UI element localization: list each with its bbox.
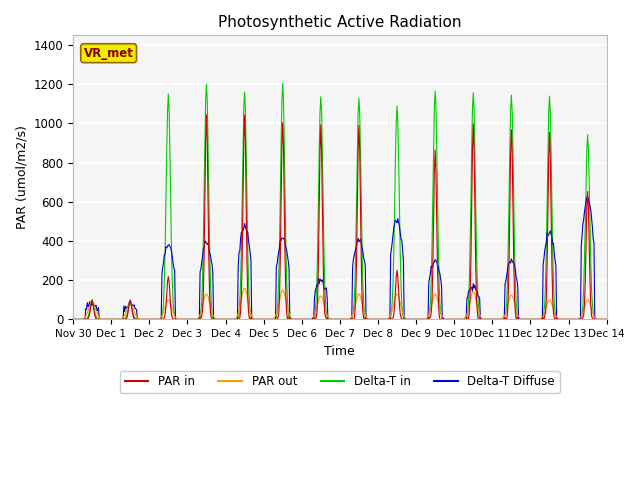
Title: Photosynthetic Active Radiation: Photosynthetic Active Radiation — [218, 15, 461, 30]
X-axis label: Time: Time — [324, 345, 355, 358]
Y-axis label: PAR (umol/m2/s): PAR (umol/m2/s) — [15, 125, 28, 229]
Legend: PAR in, PAR out, Delta-T in, Delta-T Diffuse: PAR in, PAR out, Delta-T in, Delta-T Dif… — [120, 371, 559, 393]
Text: VR_met: VR_met — [84, 47, 134, 60]
